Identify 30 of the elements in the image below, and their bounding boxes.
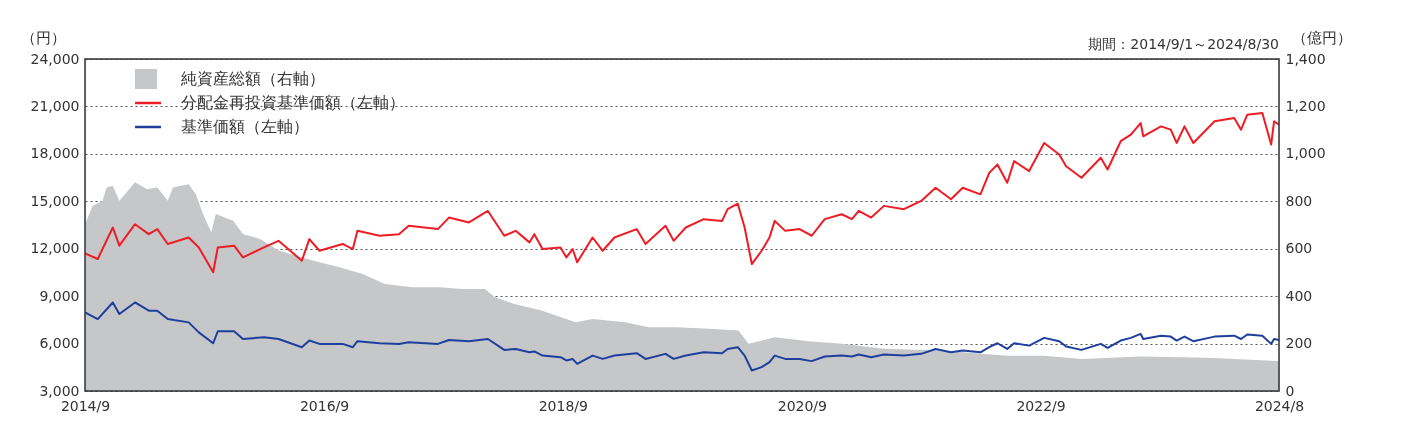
- y-tick-label: 6,000: [39, 335, 80, 352]
- y-tick-label: 18,000: [30, 145, 80, 162]
- y-axis-title: （円）: [21, 28, 66, 47]
- legend-label: 分配金再投資基準価額（左軸）: [181, 93, 405, 112]
- y2-tick-label: 800: [1285, 192, 1313, 209]
- y2-axis-title: （億円）: [1291, 28, 1352, 47]
- x-tick-label: 2016/9: [299, 397, 350, 414]
- y2-tick-label: 1,400: [1285, 50, 1326, 67]
- y2-tick-label: 0: [1285, 382, 1295, 399]
- legend-label: 基準価額（左軸）: [181, 117, 309, 136]
- legend-label: 純資産総額（右軸）: [181, 69, 325, 88]
- y2-tick-label: 400: [1285, 287, 1313, 304]
- y-tick-label: 9,000: [39, 287, 80, 304]
- y-tick-label: 3,000: [39, 382, 80, 399]
- y2-tick-label: 600: [1285, 240, 1313, 257]
- y2-tick-label: 1,200: [1285, 97, 1326, 114]
- y-tick-label: 15,000: [30, 192, 80, 209]
- x-tick-label: 2022/9: [1016, 397, 1066, 414]
- y-tick-label: 24,000: [30, 50, 80, 67]
- y2-tick-label: 200: [1285, 335, 1313, 352]
- y2-tick-label: 1,000: [1285, 145, 1326, 162]
- x-tick-label: 2020/9: [777, 397, 827, 414]
- y-tick-label: 21,000: [30, 97, 80, 114]
- text: 期間：2014/9/1～2024/8/30: [1088, 36, 1279, 52]
- x-tick-label: 2014/9: [60, 397, 111, 414]
- line-series: [85, 112, 1279, 274]
- x-tick-label: 2018/9: [538, 397, 588, 414]
- line-series: [85, 301, 1279, 372]
- y-tick-label: 12,000: [30, 240, 80, 257]
- x-tick-label: 2024/8: [1254, 397, 1305, 414]
